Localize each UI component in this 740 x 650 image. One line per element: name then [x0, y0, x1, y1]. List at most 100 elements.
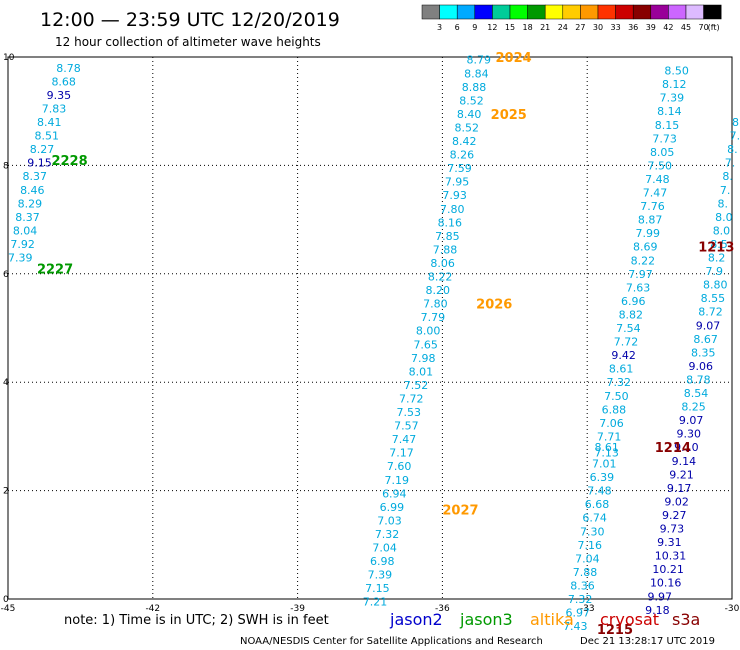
wave-height-point: 7.72 [399, 392, 424, 405]
colorbar-swatch [580, 4, 599, 20]
wave-height-point: 7.39 [8, 252, 33, 265]
time-labels: 2228 2227 2024 2025 2026 2027 1213 1214 1215 [37, 51, 734, 638]
wave-height-point: 9.02 [664, 495, 689, 508]
wave-height-point: 8.04 [13, 224, 38, 237]
wave-height-point: 8.14 [657, 105, 682, 118]
wave-height-point: 7.39 [660, 92, 685, 105]
colorbar-swatch [421, 4, 440, 20]
wave-height-point: 7.54 [616, 322, 641, 335]
wave-height-point: 7.50 [648, 159, 673, 172]
colorbar-tick-label: 45 [681, 23, 691, 32]
time-label: 1215 [597, 623, 633, 638]
wave-height-point: 9.07 [679, 414, 704, 427]
time-label: 2027 [442, 504, 478, 519]
wave-height-point: 7.32 [607, 376, 632, 389]
wave-height-point: 8.16 [438, 216, 463, 229]
wave-height-point: 7.47 [643, 187, 668, 200]
wave-height-point: 7. [730, 130, 740, 143]
time-label: 1214 [655, 441, 691, 456]
wave-height-point: 8.2 [708, 252, 726, 265]
wave-height-point: 8.22 [631, 254, 656, 267]
colorbar-tick-label: 39 [646, 23, 656, 32]
wave-height-point: 8.41 [37, 116, 62, 129]
wave-height-point: 6.74 [582, 512, 607, 525]
wave-height-point: 7.63 [626, 281, 651, 294]
wave-height-point: 8.26 [450, 149, 475, 162]
colorbar-swatch [492, 4, 511, 20]
wave-height-point: 8.0 [713, 224, 731, 237]
wave-height-point: 8.01 [409, 365, 434, 378]
wave-height-point: 7.01 [592, 458, 617, 471]
y-tick-label: 2 [3, 487, 9, 497]
wave-height-point: 6.98 [370, 555, 395, 568]
wave-height-point: 9.42 [611, 349, 636, 362]
wave-height-point: 8.46 [20, 184, 45, 197]
timestamp-text: Dec 21 13:28:17 UTC 2019 [580, 636, 715, 647]
wave-height-point: 8.54 [684, 387, 709, 400]
wave-height-point: 8.35 [691, 346, 716, 359]
colorbar-swatch [562, 4, 581, 20]
wave-height-point: 7.83 [42, 102, 67, 115]
wave-height-point: 7.85 [435, 230, 460, 243]
satellite-legend: jason2 jason3 altika cryosat s3a [389, 610, 700, 629]
colorbar-swatch [668, 4, 687, 20]
wave-height-point: 8.37 [15, 211, 39, 224]
wave-height-point: 7. [720, 184, 731, 197]
wave-height-point: 9.07 [696, 319, 721, 332]
wave-height-point: 7.93 [442, 189, 467, 202]
wave-height-point: 8.72 [698, 306, 723, 319]
wave-height-point: 7.97 [628, 268, 653, 281]
wave-height-point: 7.21 [363, 596, 388, 609]
wave-height-point: 8.61 [594, 441, 619, 454]
wave-height-point: 8.37 [22, 170, 47, 183]
wave-height-point: 7.88 [433, 243, 458, 256]
wave-height-point: 7.48 [645, 173, 670, 186]
y-tick-label: 0 [3, 595, 9, 605]
wave-height-point: 7.48 [587, 485, 612, 498]
time-label: 1213 [698, 241, 734, 256]
wave-height-point: 6.94 [382, 487, 407, 500]
colorbar-swatch [474, 4, 493, 20]
wave-height-point: 9.73 [660, 523, 685, 536]
x-tick-label: -33 [580, 604, 595, 614]
wave-height-point: 8.61 [609, 363, 634, 376]
time-label: 2025 [491, 108, 527, 123]
wave-height-point: 8.50 [664, 65, 689, 78]
wave-height-point: 7.50 [604, 390, 629, 403]
wave-height-point: 7.43 [563, 620, 588, 633]
wave-height-point: 8.80 [703, 279, 728, 292]
wave-height-point: 7.06 [599, 417, 624, 430]
wave-height-point: 8. [732, 116, 740, 129]
colorbar-swatch [703, 4, 722, 20]
wave-height-point: 8. [727, 143, 738, 156]
wave-height-point: 9.18 [645, 604, 670, 617]
wave-height-point: 9.31 [657, 536, 682, 549]
wave-height-point: 6.99 [380, 501, 405, 514]
wave-height-point: 8.52 [454, 121, 479, 134]
wave-height-point: 8.00 [416, 325, 441, 338]
colorbar-swatch [632, 4, 652, 20]
legend-item-altika: altika [530, 610, 574, 629]
wave-height-point: 8.22 [428, 271, 453, 284]
wave-height-point: 8.88 [462, 81, 487, 94]
colorbar-swatch [597, 4, 616, 20]
wave-height-point: 7.04 [575, 552, 600, 565]
wave-height-point: 8.05 [650, 146, 675, 159]
wave-height-point: 7.57 [394, 420, 419, 433]
wave-height-point: 7.65 [413, 338, 438, 351]
wave-height-point: 7.80 [440, 203, 465, 216]
wave-height-point: 7.9 [705, 265, 723, 278]
wave-height-point: 9.21 [669, 468, 694, 481]
y-tick-labels: 0 2 4 6 8 10 [3, 53, 15, 605]
wave-height-point: 7.53 [397, 406, 422, 419]
wave-height-point: 8.51 [35, 130, 60, 143]
credit-text: NOAA/NESDIS Center for Satellite Applica… [240, 636, 543, 647]
legend-item-s3a: s3a [672, 610, 700, 629]
plot-frame [7, 56, 733, 600]
wave-height-point: 8.68 [51, 75, 76, 88]
colorbar-tick-label: 3 [437, 23, 442, 32]
colorbar-swatch [650, 4, 669, 20]
wave-height-point: 7.17 [389, 447, 414, 460]
